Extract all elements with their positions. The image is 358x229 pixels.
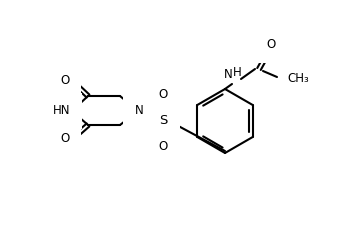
Text: O: O (158, 88, 168, 101)
Text: O: O (61, 133, 69, 145)
Text: N: N (224, 68, 233, 81)
Text: O: O (158, 141, 168, 153)
Text: O: O (266, 38, 276, 52)
Text: H: H (233, 66, 241, 79)
Text: S: S (159, 114, 167, 128)
Text: O: O (61, 74, 69, 87)
Text: CH₃: CH₃ (287, 73, 309, 85)
Text: N: N (135, 104, 143, 117)
Text: HN: HN (53, 104, 70, 117)
